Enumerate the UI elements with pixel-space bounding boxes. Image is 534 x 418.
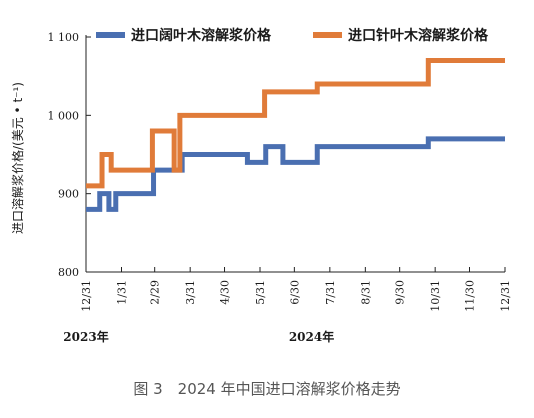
series-line-softwood bbox=[86, 58, 505, 189]
x-tick-label: 1/31 bbox=[115, 280, 128, 305]
x-tick-label: 2/29 bbox=[149, 280, 162, 305]
x-tick-label: 10/31 bbox=[429, 280, 442, 312]
x-tick-label: 5/31 bbox=[254, 280, 267, 305]
figure-caption: 图 3 2024 年中国进口溶解浆价格走势 bbox=[133, 380, 401, 398]
y-tick-label: 1 100 bbox=[48, 31, 80, 44]
legend-label-hardwood: 进口阔叶木溶解浆价格 bbox=[131, 27, 272, 44]
axes: 800 900 1 000 1 100 12/31 1/31 2/29 3/31 4/30 5/3… bbox=[48, 31, 513, 344]
x-tick-label: 11/30 bbox=[464, 280, 477, 312]
series-layer bbox=[86, 58, 505, 212]
y-tick-label: 1 000 bbox=[48, 109, 80, 122]
year-label: 2024年 bbox=[289, 329, 334, 344]
y-tick-label: 900 bbox=[58, 188, 79, 201]
x-tick-label: 7/31 bbox=[324, 280, 337, 305]
legend-label-softwood: 进口针叶木溶解浆价格 bbox=[348, 27, 489, 44]
x-tick-label: 6/30 bbox=[288, 280, 301, 305]
x-tick-label: 4/30 bbox=[219, 280, 232, 305]
x-tick-label: 12/31 bbox=[499, 280, 512, 312]
x-tick-label: 9/30 bbox=[394, 280, 407, 305]
series-line-hardwood bbox=[86, 136, 505, 212]
x-tick-label: 3/31 bbox=[184, 280, 197, 305]
legend: 进口阔叶木溶解浆价格 进口针叶木溶解浆价格 bbox=[96, 27, 489, 44]
y-axis-title: 进口溶解浆价格/(美元 • t⁻¹) bbox=[10, 82, 25, 234]
x-tick-label: 8/31 bbox=[359, 280, 372, 305]
x-tick-label: 12/31 bbox=[80, 280, 93, 312]
y-tick-label: 800 bbox=[58, 266, 79, 279]
year-label: 2023年 bbox=[63, 329, 108, 344]
